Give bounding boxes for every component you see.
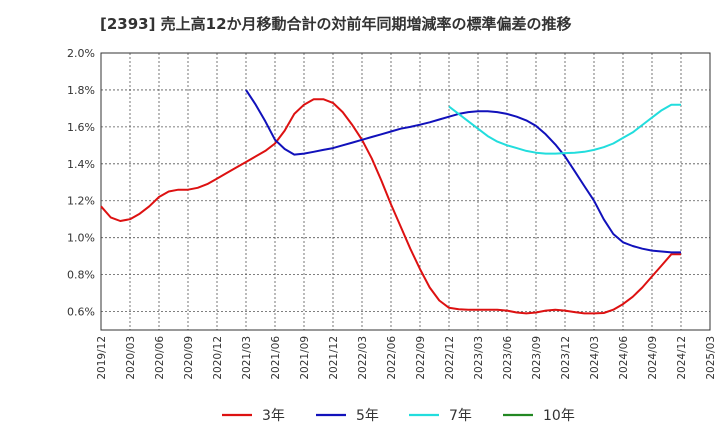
legend-item: 7年 bbox=[409, 408, 472, 424]
legend-item: 10年 bbox=[503, 408, 575, 424]
x-tick-label: 2024/06 bbox=[618, 336, 630, 380]
x-tick-label: 2022/03 bbox=[357, 336, 369, 380]
y-tick-label: 2.0% bbox=[67, 47, 95, 60]
x-tick-label: 2024/09 bbox=[647, 336, 659, 380]
x-tick-label: 2023/09 bbox=[531, 336, 543, 380]
x-tick-label: 2023/06 bbox=[502, 336, 514, 380]
x-tick-label: 2020/03 bbox=[125, 336, 137, 380]
x-tick-label: 2020/12 bbox=[212, 336, 224, 380]
legend-item: 5年 bbox=[316, 408, 379, 424]
y-axis: 0.6% 0.8% 1.0% 1.2% 1.4% 1.6% 1.8% 2.0% bbox=[67, 47, 95, 319]
x-axis: 2019/12 2020/03 2020/06 2020/09 2020/12 2021/… bbox=[96, 336, 717, 380]
x-tick-label: 2020/06 bbox=[154, 336, 166, 380]
series-line-7年 bbox=[448, 103, 681, 155]
y-tick-label: 1.8% bbox=[67, 84, 95, 97]
legend-label: 7年 bbox=[449, 408, 472, 424]
y-tick-label: 1.4% bbox=[67, 158, 95, 171]
legend: 3年 5年 7年 10年 bbox=[222, 408, 575, 424]
legend-item: 3年 bbox=[222, 408, 285, 424]
x-tick-label: 2022/12 bbox=[444, 336, 456, 380]
x-tick-label: 2019/12 bbox=[96, 336, 108, 380]
series-line-5年 bbox=[245, 89, 681, 254]
x-tick-label: 2021/03 bbox=[241, 336, 253, 380]
x-tick-label: 2022/09 bbox=[415, 336, 427, 380]
series-lines bbox=[100, 89, 681, 315]
y-tick-label: 1.0% bbox=[67, 232, 95, 245]
x-tick-label: 2020/09 bbox=[183, 336, 195, 380]
y-tick-label: 1.6% bbox=[67, 121, 95, 134]
x-tick-label: 2021/09 bbox=[299, 336, 311, 380]
legend-label: 5年 bbox=[356, 408, 379, 424]
y-tick-label: 0.6% bbox=[67, 306, 95, 319]
x-tick-label: 2024/12 bbox=[676, 336, 688, 380]
x-tick-label: 2024/03 bbox=[589, 336, 601, 380]
y-tick-label: 1.2% bbox=[67, 195, 95, 208]
y-tick-label: 0.8% bbox=[67, 269, 95, 282]
x-tick-label: 2021/12 bbox=[328, 336, 340, 380]
legend-label: 3年 bbox=[262, 408, 285, 424]
x-tick-label: 2021/06 bbox=[270, 336, 282, 380]
x-tick-label: 2023/03 bbox=[473, 336, 485, 380]
x-tick-label: 2025/03 bbox=[705, 336, 717, 380]
x-tick-label: 2022/06 bbox=[386, 336, 398, 380]
legend-label: 10年 bbox=[543, 408, 575, 424]
x-tick-label: 2023/12 bbox=[560, 336, 572, 380]
plot-area bbox=[101, 53, 710, 330]
plot-frame bbox=[100, 52, 711, 331]
series-line-3年 bbox=[100, 98, 681, 315]
chart-title: [2393] 売上高12か月移動合計の対前年同期増減率の標準偏差の推移 bbox=[100, 15, 572, 33]
